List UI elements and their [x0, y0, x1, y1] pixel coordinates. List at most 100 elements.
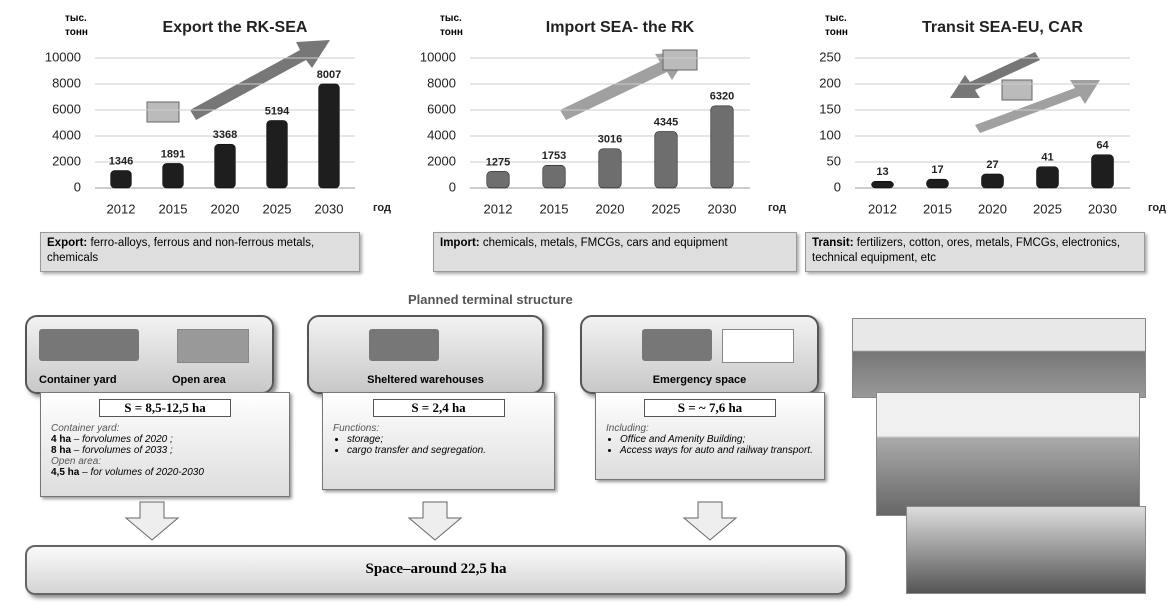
terminal-area: S = 8,5-12,5 ha: [99, 399, 231, 417]
terminal-details: S = 8,5-12,5 ha Container yard: 4 ha – for…: [40, 392, 290, 497]
bar: [1091, 154, 1114, 189]
note-item: 4 ha – forvolumes of 2020 ;: [51, 434, 279, 445]
note-text: – forvolumes of 2020 ;: [73, 434, 173, 445]
x-tick-label: 2015: [540, 201, 569, 216]
note-item: Office and Amenity Building;: [620, 434, 814, 445]
y-tick-label: 250: [819, 49, 841, 64]
bar: [162, 163, 184, 189]
x-tick-label: 2020: [211, 201, 240, 216]
down-arrow: [680, 500, 740, 542]
photo: [852, 318, 1146, 398]
note-list: Office and Amenity Building;Access ways …: [606, 434, 814, 456]
description-box: Export: ferro-alloys, ferrous and non-fe…: [40, 232, 360, 272]
total-value: 22,5 ha: [460, 561, 507, 577]
description-label: Export:: [47, 237, 88, 249]
note-list: storage;cargo transfer and segregation.: [333, 434, 544, 456]
down-arrow: [122, 500, 182, 542]
x-tick-label: 2012: [107, 201, 136, 216]
x-tick-label: 2025: [263, 201, 292, 216]
note-heading: Including:: [606, 423, 649, 434]
y-axis-label: тыс. тонн: [825, 13, 848, 38]
description-text: chemicals, metals, FMCGs, cars and equip…: [482, 237, 728, 249]
y-tick-label: 6000: [427, 101, 456, 116]
note-heading: Functions:: [333, 423, 380, 434]
note-item: Access ways for auto and railway transpo…: [620, 445, 814, 456]
bar: [871, 180, 894, 189]
note-item: storage;: [347, 434, 544, 445]
note-amount: 4,5 ha: [51, 467, 80, 478]
x-tick-label: 2020: [978, 201, 1007, 216]
arrow-shape: [407, 501, 463, 541]
value-label: 6320: [710, 91, 734, 103]
bar: [710, 105, 734, 189]
description-label: Import:: [440, 237, 480, 249]
terminal-icon: [177, 329, 249, 363]
bar: [266, 120, 288, 189]
arrow-shape: [682, 501, 738, 541]
note-item: 8 ha – forvolumes of 2033 ;: [51, 445, 279, 456]
bar: [110, 170, 132, 189]
decor-arrows: [146, 40, 1100, 133]
y-tick-label: 10000: [420, 49, 456, 64]
description-text: fertilizers, cotton, ores, metals, FMCGs…: [812, 237, 1121, 264]
note-item: 4,5 ha – for volumes of 2020-2030: [51, 467, 279, 478]
x-tick-label: 2012: [868, 201, 897, 216]
note-text: Office and Amenity Building;: [620, 434, 746, 445]
value-label: 17: [931, 164, 943, 176]
terminal-area: S = ~ 7,6 ha: [644, 399, 776, 417]
y-tick-label: 0: [449, 179, 456, 194]
y-tick-label: 2000: [427, 153, 456, 168]
note-text: – for volumes of 2020-2030: [82, 467, 204, 478]
note-amount: 8 ha: [51, 445, 72, 456]
terminal-details: S = ~ 7,6 ha Including:Office and Amenity…: [595, 392, 825, 480]
photo: [876, 392, 1140, 516]
down-arrow: [405, 500, 465, 542]
description-box: Transit: fertilizers, cotton, ores, meta…: [805, 232, 1145, 272]
y-tick-label: 0: [834, 179, 841, 194]
value-label: 3016: [598, 134, 622, 146]
chart-title: Import SEA- the RK: [546, 19, 695, 36]
total-label: Space–around: [365, 561, 457, 577]
note-text: cargo transfer and segregation.: [347, 445, 486, 456]
value-label: 1275: [486, 156, 510, 168]
x-axis-label: год: [373, 202, 391, 214]
x-tick-label: 2015: [159, 201, 188, 216]
y-tick-label: 4000: [52, 127, 81, 142]
y-tick-label: 6000: [52, 101, 81, 116]
value-label: 4345: [654, 116, 678, 128]
note-text: storage;: [347, 434, 384, 445]
bar: [981, 173, 1004, 189]
y-tick-label: 150: [819, 101, 841, 116]
terminal-caption: Open area: [172, 374, 226, 386]
note-item: cargo transfer and segregation.: [347, 445, 544, 456]
note-heading: Container yard:: [51, 423, 120, 434]
value-label: 1753: [542, 150, 566, 162]
bar: [318, 83, 340, 189]
chart-title: Transit SEA-EU, CAR: [922, 19, 1083, 36]
bar: [598, 148, 622, 189]
arrow-shape: [124, 501, 180, 541]
bar: [542, 164, 566, 189]
terminal-icon: [369, 329, 439, 361]
bar: [1036, 166, 1059, 189]
terminal-details: S = 2,4 ha Functions:storage;cargo transf…: [322, 392, 555, 490]
bar: [654, 131, 678, 189]
terminal-icon: [642, 329, 712, 361]
terminal-header: Sheltered warehouses: [307, 315, 544, 394]
value-label: 64: [1096, 140, 1109, 152]
note-amount: 4 ha: [51, 434, 72, 445]
x-tick-label: 2015: [923, 201, 952, 216]
y-tick-label: 8000: [427, 75, 456, 90]
value-label: 5194: [265, 105, 290, 117]
y-tick-label: 4000: [427, 127, 456, 142]
note-text: Access ways for auto and railway transpo…: [620, 445, 813, 456]
y-tick-label: 8000: [52, 75, 81, 90]
y-axis-label: тыс. тонн: [440, 13, 463, 38]
y-tick-label: 2000: [52, 153, 81, 168]
value-label: 1891: [161, 148, 185, 160]
terminal-icon: [722, 329, 794, 363]
y-axis-label: тыс. тонн: [65, 13, 88, 38]
bar: [214, 143, 236, 189]
section-title: Planned terminal structure: [408, 292, 573, 307]
